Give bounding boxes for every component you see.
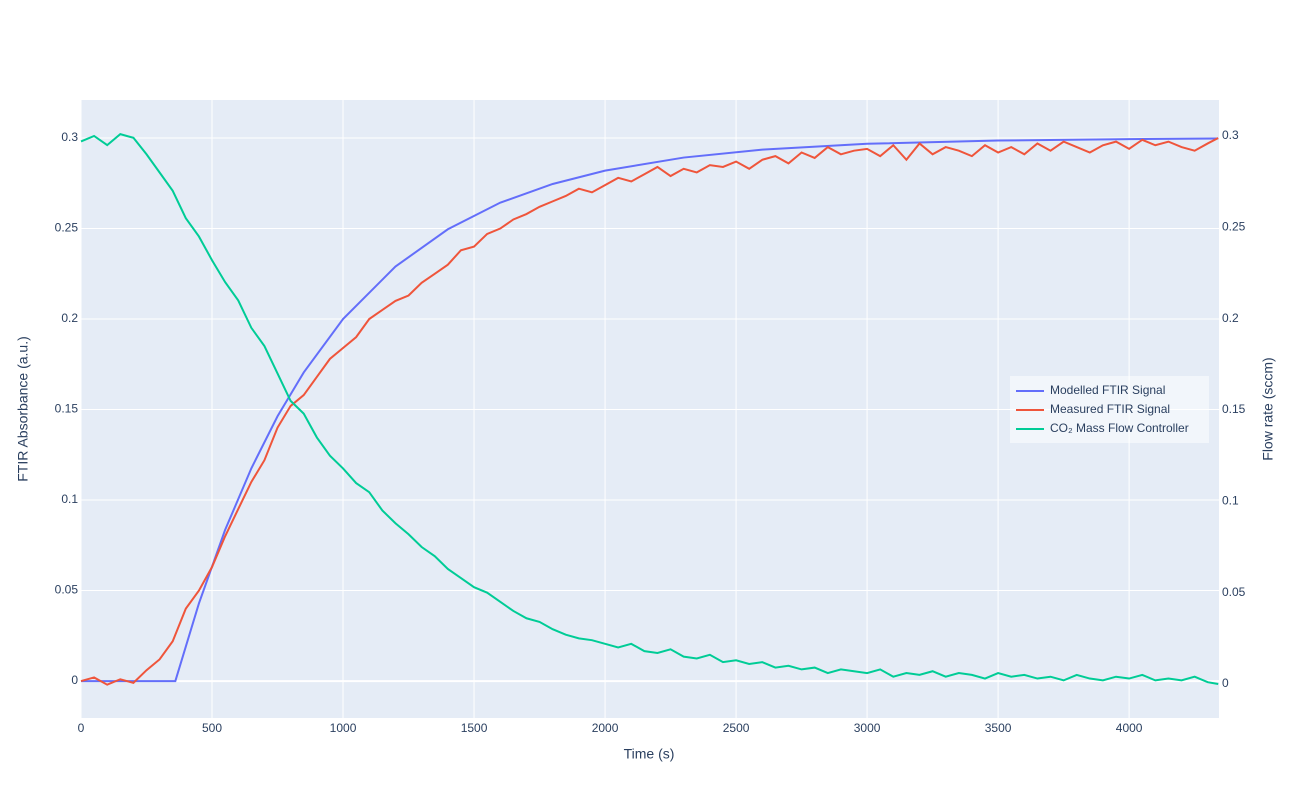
series-line bbox=[80, 137, 1219, 686]
y2-tick-label: 0 bbox=[1222, 676, 1229, 690]
y2-tick-label: 0.2 bbox=[1222, 311, 1239, 325]
series-line bbox=[81, 137, 1219, 683]
x-tick-label: 3500 bbox=[985, 721, 1012, 735]
x-tick-label: 500 bbox=[202, 721, 222, 735]
x-tick-label: 0 bbox=[78, 721, 85, 735]
y2-tick-label: 0.05 bbox=[1222, 585, 1246, 599]
x-tick-label: 2500 bbox=[723, 721, 750, 735]
y2-tick-label: 0.3 bbox=[1222, 128, 1239, 142]
x-tick-label: 3000 bbox=[854, 721, 881, 735]
y2-tick-label: 0.25 bbox=[1222, 219, 1246, 233]
x-tick-label: 2000 bbox=[592, 721, 619, 735]
grid: 0 500 1000 1500 2000 2500 3000 3500 4000 0 0.05 0.1… bbox=[55, 100, 1246, 735]
y2-tick-label: 0.1 bbox=[1222, 494, 1239, 508]
y-tick-label: 0.05 bbox=[55, 583, 79, 597]
x-axis-title: Time (s) bbox=[624, 746, 675, 762]
y-tick-label: 0.15 bbox=[55, 402, 79, 416]
y-tick-label: 0.25 bbox=[55, 221, 79, 235]
y-axis-title: FTIR Absorbance (a.u.) bbox=[15, 336, 31, 482]
legend-label: Measured FTIR Signal bbox=[1050, 402, 1170, 416]
series-line bbox=[80, 133, 1219, 686]
legend-label: CO₂ Mass Flow Controller bbox=[1050, 421, 1189, 435]
lines bbox=[80, 133, 1219, 686]
y-tick-label: 0.1 bbox=[61, 492, 78, 506]
y2-tick-label: 0.15 bbox=[1222, 402, 1246, 416]
legend: Modelled FTIR Signal Measured FTIR Signal… bbox=[1010, 376, 1209, 443]
legend-label: Modelled FTIR Signal bbox=[1050, 383, 1165, 397]
y-tick-label: 0.3 bbox=[61, 130, 78, 144]
x-tick-label: 1000 bbox=[330, 721, 357, 735]
y-tick-label: 0 bbox=[71, 673, 78, 687]
y-tick-label: 0.2 bbox=[61, 311, 78, 325]
y2-axis-title: Flow rate (sccm) bbox=[1260, 357, 1276, 460]
x-tick-label: 4000 bbox=[1116, 721, 1143, 735]
x-tick-label: 1500 bbox=[461, 721, 488, 735]
